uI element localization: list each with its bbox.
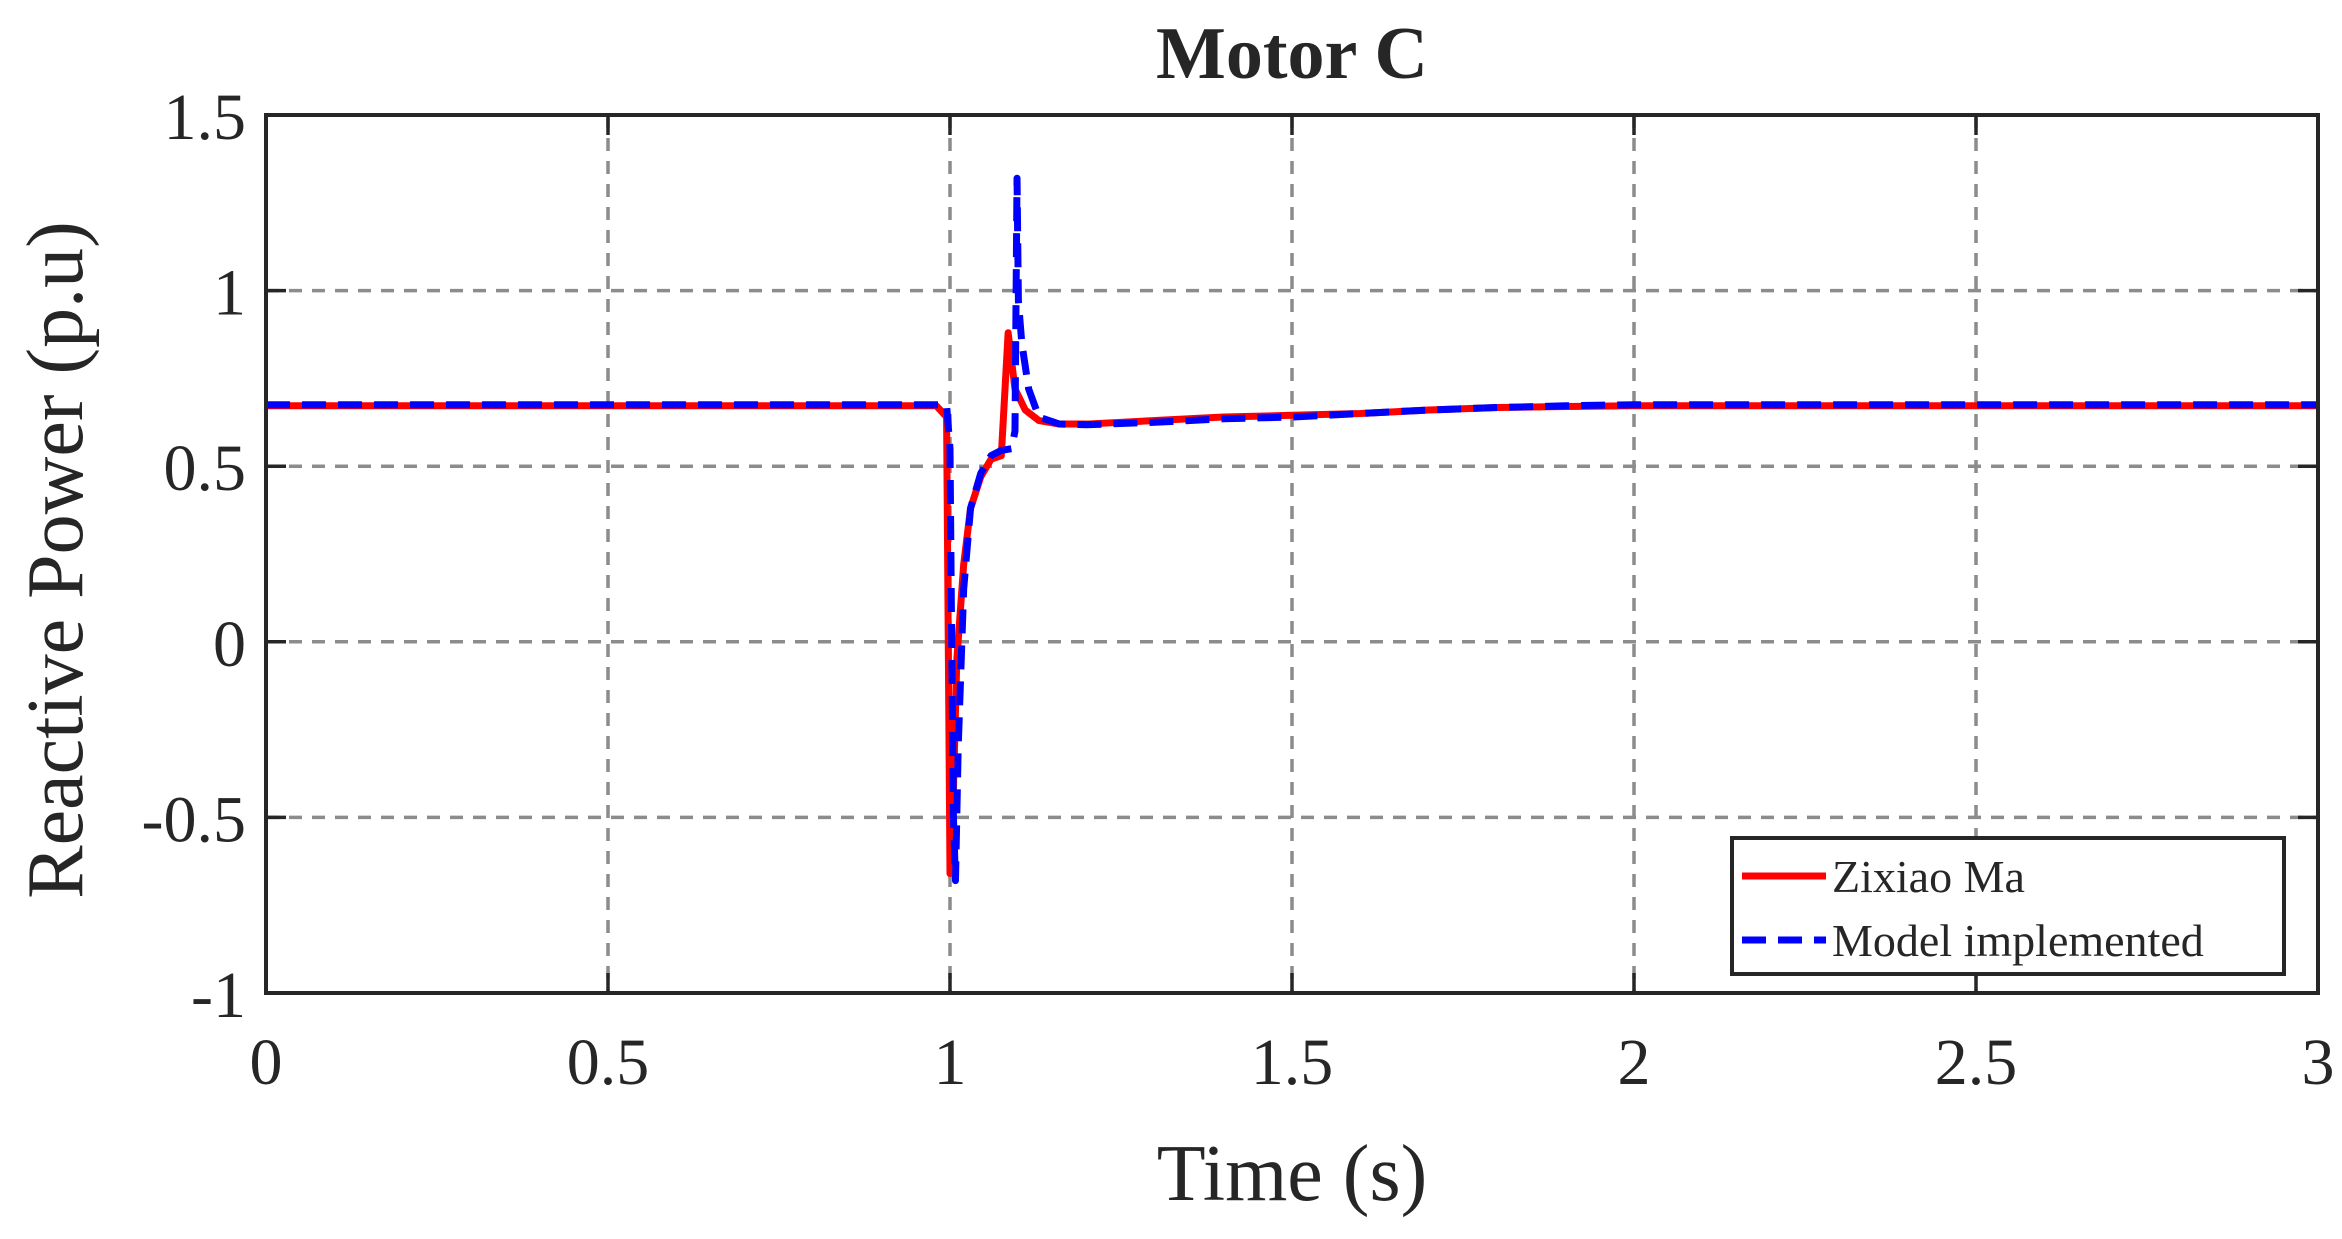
- y-tick-label-0-5: -0.5: [142, 783, 246, 856]
- x-axis-label: Time (s): [1157, 1130, 1427, 1218]
- legend-label-zixiao-ma: Zixiao Ma: [1832, 851, 2025, 902]
- chart-title: Motor C: [1156, 13, 1428, 95]
- legend: Zixiao Ma Model implemented: [1730, 836, 2286, 976]
- y-axis-label: Reactive Power (p.u): [12, 221, 100, 899]
- x-tick-label-1-5: 1.5: [1251, 1026, 1334, 1099]
- series-line-zixiao-ma: [266, 329, 2318, 878]
- x-tick-label-2-5: 2.5: [1935, 1026, 2018, 1099]
- x-tick-label-0: 0: [250, 1026, 283, 1099]
- x-tick-label-1: 1: [934, 1026, 967, 1099]
- series-lines: [266, 174, 2318, 885]
- y-tick-label-0-5: 0.5: [164, 432, 247, 505]
- legend-label-model-implemented: Model implemented: [1832, 915, 2204, 966]
- axis-ticks: [264, 113, 2320, 995]
- x-tick-label-0-5: 0.5: [567, 1026, 650, 1099]
- series-line-model-implemented: [266, 174, 2318, 885]
- legend-box: [1730, 836, 2286, 976]
- x-tick-label-3: 3: [2302, 1026, 2335, 1099]
- y-tick-label-0: 0: [213, 608, 246, 681]
- x-tick-label-2: 2: [1618, 1026, 1651, 1099]
- y-tick-label-1-5: 1.5: [164, 81, 247, 154]
- y-tick-label-1: -1: [191, 959, 246, 1032]
- y-tick-label-1: 1: [213, 257, 246, 330]
- tick-labels: 0 0.5 1 1.5 2 2.5 3 -1 -0.5 0 0.5 1 1.5: [142, 81, 2335, 1099]
